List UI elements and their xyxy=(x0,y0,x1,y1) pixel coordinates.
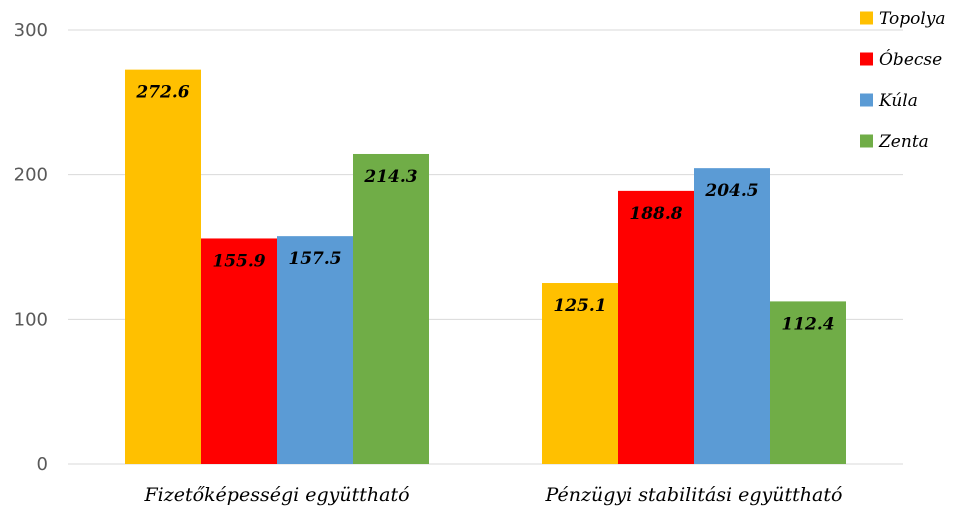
legend-swatch-obecse xyxy=(860,52,873,66)
legend-label-topolya: Topolya xyxy=(879,9,946,29)
bar-topolya-2 xyxy=(542,283,618,464)
y-tick-label: 300 xyxy=(14,20,48,41)
bar-topolya-1 xyxy=(125,69,201,464)
data-label-topolya-1: 272.6 xyxy=(135,83,189,103)
data-label-obecse-1: 155.9 xyxy=(212,251,265,271)
legend: Topolya Óbecse Kúla Zenta xyxy=(860,9,946,152)
bar-kula-2 xyxy=(694,168,770,464)
bars xyxy=(125,69,846,465)
legend-label-zenta: Zenta xyxy=(878,132,929,152)
data-label-topolya-2: 125.1 xyxy=(553,296,606,316)
legend-swatch-zenta xyxy=(860,134,873,148)
category-label: Fizetőképességi együttható xyxy=(143,484,409,506)
data-labels: 272.6 155.9 157.5 214.3 125.1 188.8 204.5 112.4 xyxy=(135,83,834,335)
category-label: Pénzügyi stabilitási együttható xyxy=(545,484,843,506)
bar-zenta-1 xyxy=(353,153,429,464)
data-label-zenta-2: 112.4 xyxy=(781,314,834,334)
data-label-zenta-1: 214.3 xyxy=(363,167,417,187)
legend-swatch-kula xyxy=(860,93,873,107)
bar-obecse-2 xyxy=(618,190,694,465)
bar-zenta-2 xyxy=(770,301,846,464)
y-tick-label: 100 xyxy=(14,309,48,330)
legend-label-obecse: Óbecse xyxy=(879,49,942,70)
legend-swatch-topolya xyxy=(860,11,873,25)
y-axis-ticks: 0 100 200 300 xyxy=(14,20,48,475)
bar-kula-1 xyxy=(277,236,353,464)
data-label-kula-1: 157.5 xyxy=(288,249,341,269)
bar-obecse-1 xyxy=(201,238,277,464)
y-tick-label: 200 xyxy=(14,165,48,186)
data-label-obecse-2: 188.8 xyxy=(629,204,682,224)
legend-label-kula: Kúla xyxy=(878,91,918,111)
x-axis-categories: Fizetőképességi együttható Pénzügyi stabi… xyxy=(143,484,842,506)
data-label-kula-2: 204.5 xyxy=(704,181,758,201)
y-tick-label: 0 xyxy=(37,454,48,475)
